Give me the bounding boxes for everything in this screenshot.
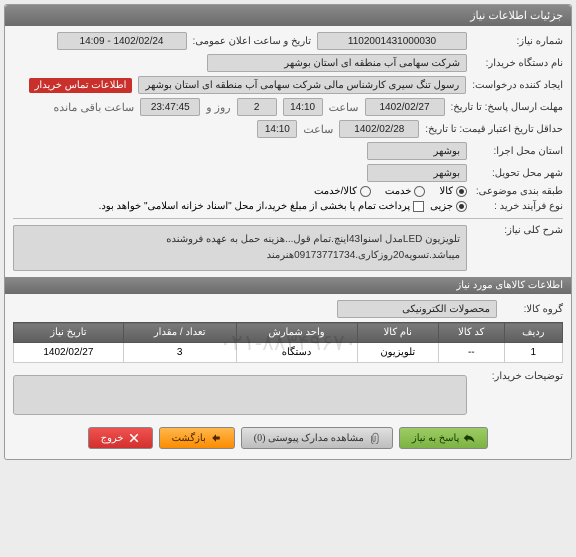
summary-value: تلویزیون LEDمدل اسنوا43اینچ.تمام قول...ه…: [13, 225, 467, 271]
radio-service[interactable]: خدمت: [385, 186, 426, 197]
validity-date: 1402/02/28: [339, 120, 419, 138]
remaining-suffix: ساعت باقی مانده: [54, 101, 135, 114]
process-note: پرداخت تمام یا بخشی از مبلغ خرید،از محل …: [99, 201, 411, 212]
buyer-value: شرکت سهامی آب منطقه ای استان بوشهر: [207, 54, 467, 72]
remaining-mid: روز و: [206, 101, 230, 114]
exit-button[interactable]: خروج: [88, 427, 153, 449]
row-exec-province: استان محل اجرا: بوشهر: [13, 142, 563, 160]
radio-both-input[interactable]: [360, 186, 371, 197]
group-label: گروه کالا:: [503, 304, 563, 315]
summary-label: شرح کلی نیاز:: [473, 225, 563, 236]
process-part-input[interactable]: [456, 201, 467, 212]
process-part-label: جزیی: [430, 201, 453, 212]
th-unit: واحد شمارش: [236, 323, 357, 343]
items-table: ردیف کد کالا نام کالا واحد شمارش تعداد /…: [13, 322, 563, 363]
attachments-label: مشاهده مدارک پیوستی (0): [254, 433, 364, 444]
panel-body: شماره نیاز: 1102001431000030 تاریخ و ساع…: [5, 26, 571, 459]
td-date: 1402/02/27: [14, 343, 124, 363]
time-label-1: ساعت: [329, 101, 359, 114]
radio-goods-input[interactable]: [456, 186, 467, 197]
row-category: طبقه بندی موضوعی: کالا خدمت کالا/خدمت: [13, 186, 563, 197]
th-row: ردیف: [504, 323, 562, 343]
row-group: گروه کالا: محصولات الکترونیکی: [13, 300, 563, 318]
table-row[interactable]: 1 -- تلویزیون دستگاه 3 1402/02/27: [14, 343, 563, 363]
creator-value: رسول تنگ سیری کارشناس مالی شرکت سهامی آب…: [138, 76, 466, 94]
radio-service-input[interactable]: [414, 186, 425, 197]
back-label: بازگشت: [172, 433, 206, 444]
remaining-days: 2: [237, 98, 277, 116]
row-deliv-city: شهر محل تحویل: بوشهر: [13, 164, 563, 182]
th-code: کد کالا: [439, 323, 505, 343]
exit-label: خروج: [101, 433, 124, 444]
th-qty: تعداد / مقدار: [123, 323, 236, 343]
row-deadline: مهلت ارسال پاسخ: تا تاریخ: 1402/02/27 سا…: [13, 98, 563, 116]
contact-link[interactable]: اطلاعات تماس خریدار: [29, 78, 133, 93]
items-header: اطلاعات کالاهای مورد نیاز: [5, 277, 571, 294]
details-panel: جزئیات اطلاعات نیاز شماره نیاز: 11020014…: [4, 4, 572, 460]
td-name: تلویزیون: [357, 343, 439, 363]
td-row: 1: [504, 343, 562, 363]
radio-both-label: کالا/خدمت: [314, 186, 357, 197]
group-value: محصولات الکترونیکی: [337, 300, 497, 318]
td-qty: 3: [123, 343, 236, 363]
announce-label: تاریخ و ساعت اعلان عمومی:: [193, 36, 312, 47]
table-wrap: ردیف کد کالا نام کالا واحد شمارش تعداد /…: [13, 322, 563, 363]
exec-province-value: بوشهر: [367, 142, 467, 160]
exit-icon: [128, 432, 140, 444]
category-radio-group: کالا خدمت کالا/خدمت: [314, 186, 467, 197]
time-label-2: ساعت: [303, 123, 333, 136]
radio-goods[interactable]: کالا: [439, 186, 467, 197]
row-validity: حداقل تاریخ اعتبار قیمت: تا تاریخ: 1402/…: [13, 120, 563, 138]
buyer-label: نام دستگاه خریدار:: [473, 58, 563, 69]
deadline-time: 14:10: [283, 98, 323, 116]
th-date: تاریخ نیاز: [14, 323, 124, 343]
reply-label: پاسخ به نیاز: [412, 433, 460, 444]
panel-title: جزئیات اطلاعات نیاز: [5, 5, 571, 26]
validity-time: 14:10: [257, 120, 297, 138]
back-icon: [210, 432, 222, 444]
radio-goods-label: کالا: [439, 186, 453, 197]
process-check[interactable]: پرداخت تمام یا بخشی از مبلغ خرید،از محل …: [99, 201, 425, 212]
buyer-comment-box: [13, 375, 467, 415]
remaining-time: 23:47:45: [140, 98, 200, 116]
attachment-icon: [368, 432, 380, 444]
need-no-value: 1102001431000030: [317, 32, 467, 50]
buyer-comment-label: توضیحات خریدار:: [473, 371, 563, 382]
deadline-label: مهلت ارسال پاسخ: تا تاریخ:: [451, 102, 563, 113]
row-buyer-comment: توضیحات خریدار:: [13, 371, 563, 415]
process-check-input[interactable]: [413, 201, 424, 212]
radio-service-label: خدمت: [385, 186, 412, 197]
row-buyer: نام دستگاه خریدار: شرکت سهامی آب منطقه ا…: [13, 54, 563, 72]
reply-icon: [463, 432, 475, 444]
row-summary: شرح کلی نیاز: تلویزیون LEDمدل اسنوا43این…: [13, 225, 563, 271]
announce-value: 1402/02/24 - 14:09: [57, 32, 187, 50]
row-need-no: شماره نیاز: 1102001431000030 تاریخ و ساع…: [13, 32, 563, 50]
td-code: --: [439, 343, 505, 363]
validity-label: حداقل تاریخ اعتبار قیمت: تا تاریخ:: [425, 124, 563, 135]
reply-button[interactable]: پاسخ به نیاز: [399, 427, 489, 449]
attachments-button[interactable]: مشاهده مدارک پیوستی (0): [241, 427, 393, 449]
process-part[interactable]: جزیی: [430, 201, 467, 212]
creator-label: ایجاد کننده درخواست:: [472, 80, 563, 91]
row-process: نوع فرآیند خرید : جزیی پرداخت تمام یا بخ…: [13, 201, 563, 212]
td-unit: دستگاه: [236, 343, 357, 363]
deadline-date: 1402/02/27: [365, 98, 445, 116]
exec-province-label: استان محل اجرا:: [473, 146, 563, 157]
category-label: طبقه بندی موضوعی:: [473, 186, 563, 197]
radio-both[interactable]: کالا/خدمت: [314, 186, 371, 197]
button-bar: پاسخ به نیاز مشاهده مدارک پیوستی (0) باز…: [13, 419, 563, 453]
row-creator: ایجاد کننده درخواست: رسول تنگ سیری کارشن…: [13, 76, 563, 94]
need-no-label: شماره نیاز:: [473, 36, 563, 47]
deliv-city-value: بوشهر: [367, 164, 467, 182]
back-button[interactable]: بازگشت: [159, 427, 235, 449]
th-name: نام کالا: [357, 323, 439, 343]
table-header-row: ردیف کد کالا نام کالا واحد شمارش تعداد /…: [14, 323, 563, 343]
deliv-city-label: شهر محل تحویل:: [473, 168, 563, 179]
process-label: نوع فرآیند خرید :: [473, 201, 563, 212]
